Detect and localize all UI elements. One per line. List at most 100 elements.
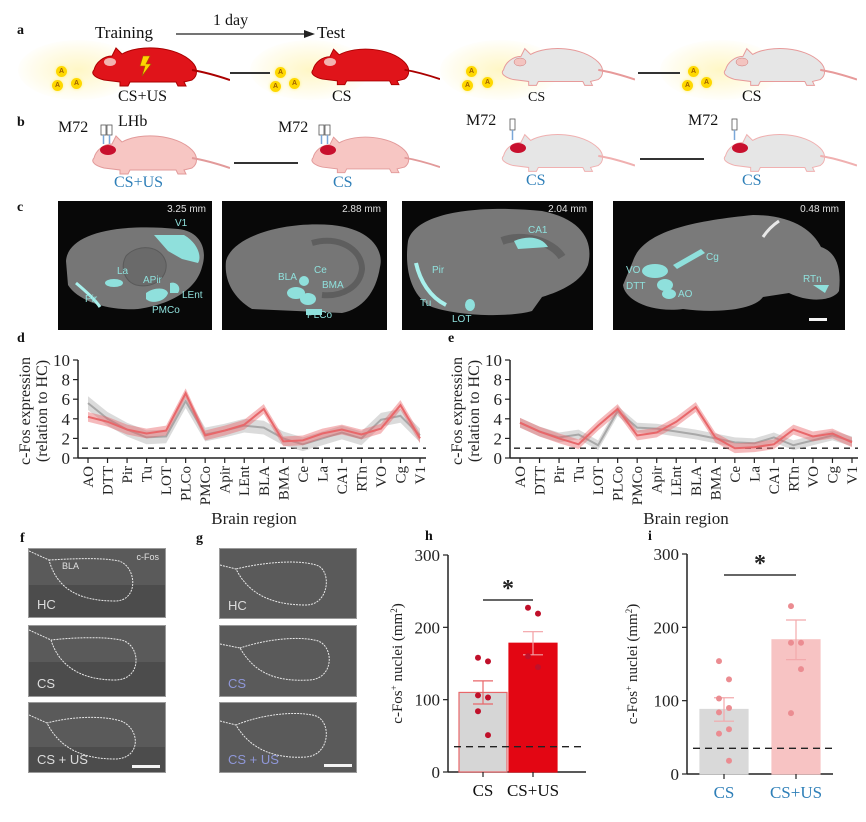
bar-cs-us — [771, 639, 821, 775]
x-tick-label: Apir — [650, 466, 666, 494]
y-axis-label-part: c-Fos — [390, 690, 406, 723]
separator-line — [234, 162, 298, 164]
roi-label: VO — [626, 265, 641, 276]
data-point — [788, 710, 794, 717]
brain-section-drawing — [66, 227, 204, 310]
x-tick-label: Tu — [572, 466, 588, 483]
bar-chart-h: 0 100 200 300 c-Fos+ nuclei (mm2) CS CS+US * — [389, 546, 586, 800]
data-point — [726, 676, 732, 683]
roi-label: APir — [143, 275, 162, 286]
x-tick-label: VO — [806, 466, 822, 488]
x-tick-label: LEnt — [669, 465, 685, 496]
control-mouse-icon — [712, 44, 857, 88]
micrograph-g-cs-us: CS + US — [219, 702, 357, 773]
significance-star: * — [502, 576, 514, 602]
y-axis-label-line: c-Fos expression — [17, 357, 34, 465]
data-point — [716, 658, 722, 665]
roi-label: DTT — [626, 281, 646, 292]
x-tick-label: BMA — [276, 466, 292, 500]
x-tick-label: V1 — [845, 466, 861, 484]
condition-label: CS — [228, 676, 247, 691]
x-axis-label: Brain region — [211, 509, 297, 528]
x-tick-label: DTT — [101, 466, 117, 495]
condition-label: CS + US — [37, 752, 88, 767]
bla-outline — [220, 637, 330, 681]
data-point — [525, 604, 531, 611]
x-tick-label: Apir — [218, 466, 234, 494]
y-axis-label-part: + — [624, 686, 634, 691]
y-tick-label: 8 — [62, 371, 71, 390]
y-axis-label-part: nuclei (mm — [390, 612, 406, 685]
data-point — [475, 708, 481, 715]
y-tick-label: 6 — [494, 390, 503, 409]
brain-section-drawing — [225, 224, 381, 315]
x-tick-label: CS+US — [507, 781, 559, 800]
x-tick-label: CS — [714, 783, 735, 802]
x-tick-label: Cg — [393, 466, 409, 484]
scale-bar — [809, 318, 827, 321]
data-point — [485, 694, 491, 701]
y-tick-label: 300 — [654, 545, 680, 564]
y-tick-label: 200 — [654, 618, 680, 637]
fiber-implant-icon — [318, 124, 331, 144]
caption-cs: CS — [528, 90, 546, 105]
roi-label: V1 — [175, 218, 188, 229]
x-tick-label: La — [315, 466, 331, 482]
test-label: Test — [317, 23, 346, 42]
data-point — [535, 664, 541, 671]
odor-icon: A — [71, 78, 82, 89]
series-line-gray — [87, 399, 421, 446]
data-point — [788, 603, 794, 610]
condition-label: HC — [228, 598, 247, 613]
y-tick-label: 2 — [494, 429, 503, 448]
x-tick-label: V1 — [413, 466, 429, 484]
y-axis-label-line: (relation to HC) — [34, 360, 51, 462]
panel-label-b: b — [17, 115, 25, 130]
y-axis-label: c-Fos expression(relation to HC) — [17, 357, 51, 465]
y-axis-label-part: + — [389, 685, 399, 690]
y-axis-label-part: ) — [625, 604, 641, 609]
x-tick-label: PLCo — [179, 466, 195, 501]
implant-label: M72 — [688, 112, 719, 129]
bar-chart-i: 0 100 200 300 c-Fos+ nuclei (mm2) CS CS+US * — [624, 545, 833, 802]
x-tick-label: Pir — [552, 466, 568, 484]
implant-label: M72 — [278, 119, 309, 136]
x-tick-label: BLA — [257, 466, 273, 496]
panel-label-c: c — [17, 200, 24, 215]
bar-cs-us — [508, 642, 558, 773]
roi-label: Ce — [314, 265, 327, 276]
data-point — [726, 705, 732, 711]
series-line-red — [87, 391, 421, 443]
stain-label: c-Fos — [136, 552, 160, 562]
y-tick-label: 2 — [62, 429, 71, 448]
y-tick-label: 4 — [62, 410, 71, 429]
odor-icon: A — [289, 78, 300, 89]
implanted-mouse-icon — [80, 132, 230, 176]
y-tick-label: 10 — [53, 351, 70, 370]
fiber-implant-icon — [100, 124, 113, 144]
data-point — [716, 730, 722, 737]
condition-label: HC — [37, 597, 56, 612]
depth-label: 0.48 mm — [800, 204, 839, 215]
panel-label-a: a — [17, 23, 24, 38]
scale-bar — [132, 765, 160, 768]
x-tick-label: PMCo — [630, 466, 646, 505]
x-tick-label: RTn — [786, 466, 802, 492]
x-tick-label: DTT — [533, 466, 549, 495]
odor-icon: A — [270, 81, 281, 92]
roi-label: Cg — [706, 252, 719, 263]
implant-label: M72 — [58, 119, 89, 136]
roi-label: Pir — [432, 265, 445, 276]
x-tick-label: LOT — [591, 466, 607, 495]
x-tick-label: BLA — [689, 466, 705, 496]
caption-cs-us: CS+US — [118, 88, 168, 105]
implanted-mouse-icon — [300, 132, 440, 176]
y-axis-label-part: ) — [390, 603, 406, 608]
roi-label: RTn — [803, 274, 822, 285]
fiber-implant-icon — [731, 118, 738, 140]
training-label: Training — [95, 23, 153, 42]
odor-icon: A — [466, 66, 477, 77]
x-tick-label: Tu — [140, 466, 156, 483]
separator-line — [640, 158, 704, 160]
y-tick-label: 4 — [494, 410, 503, 429]
